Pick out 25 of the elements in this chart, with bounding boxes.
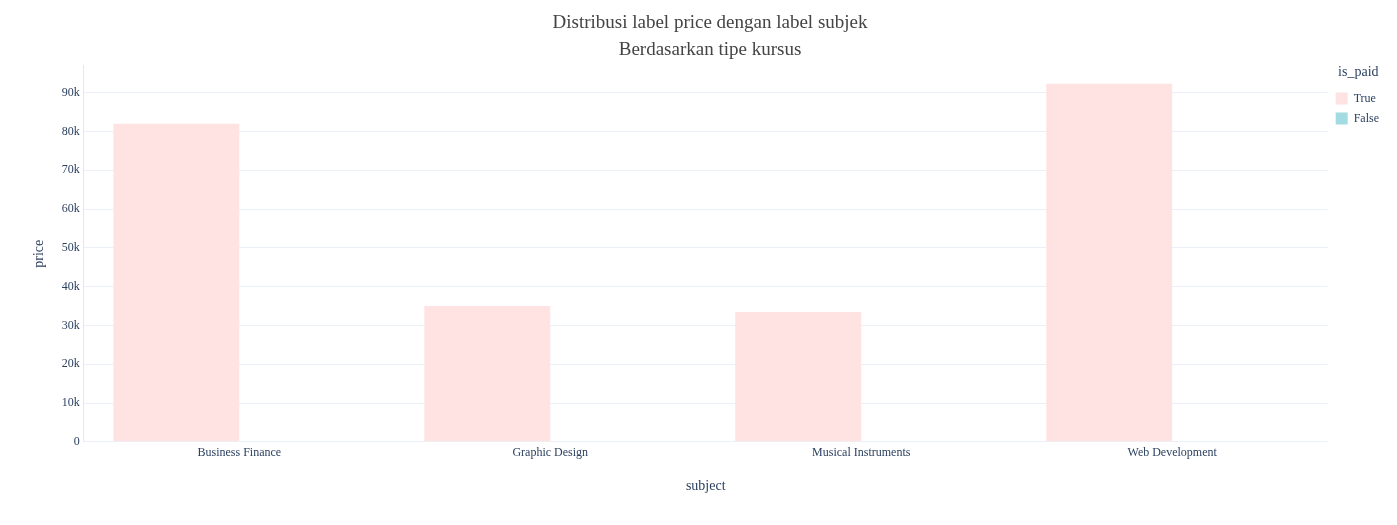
x-tick-label: Web Development (1127, 445, 1218, 460)
chart-subtitle: Berdasarkan tipe kursus (618, 38, 802, 60)
legend-title: is_paid (1338, 64, 1379, 80)
y-tick-label: 70k (61, 162, 80, 177)
bar (1046, 83, 1173, 442)
legend-label: False (1353, 110, 1380, 125)
x-axis-title: subject (685, 478, 726, 494)
legend-label: True (1353, 90, 1376, 105)
y-tick-label: 20k (61, 356, 80, 371)
y-tick-label: 30k (61, 317, 80, 332)
y-tick-label: 10k (61, 395, 80, 410)
y-tick-label: 50k (61, 240, 80, 255)
bar (735, 311, 862, 442)
y-tick-label: 80k (61, 123, 80, 138)
y-tick-label: 40k (61, 278, 80, 293)
y-axis-title: price (31, 239, 47, 268)
bar (424, 306, 551, 442)
x-tick-label: Business Finance (197, 445, 282, 460)
y-tick-label: 0 (73, 433, 80, 448)
bar (113, 123, 240, 442)
x-tick-label: Graphic Design (512, 445, 589, 460)
y-tick-label: 90k (61, 84, 80, 99)
y-tick-label: 60k (61, 201, 80, 216)
x-tick-label: Musical Instruments (812, 445, 911, 460)
chart-title: Distribusi label price dengan label subjek (552, 11, 868, 33)
